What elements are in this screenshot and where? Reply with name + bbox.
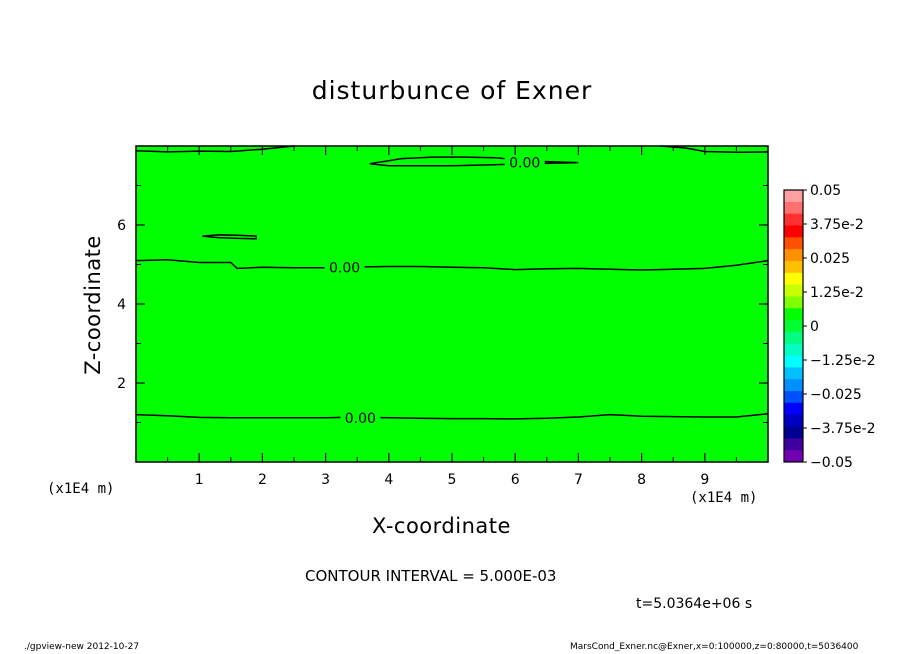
y-axis-label: Z-coordinate <box>81 235 105 375</box>
contour-label-bg <box>324 258 365 275</box>
colorbar-segment <box>784 379 803 392</box>
contour-line-4 <box>135 145 295 153</box>
colorbar-segment <box>784 201 803 215</box>
x-tick-label: 9 <box>700 472 709 488</box>
x-unit-label-right: (x1E4 m) <box>690 490 758 506</box>
colorbar-segment <box>784 438 803 451</box>
contour-label-bg <box>504 153 545 170</box>
chart-title: disturbunce of Exner <box>311 76 593 105</box>
colorbar-label: −0.025 <box>810 387 862 403</box>
contour-line-2 <box>202 234 257 240</box>
colorbar-segment <box>784 260 803 274</box>
x-tick-label: 8 <box>637 472 646 488</box>
x-tick-label: 7 <box>574 472 583 488</box>
x-tick-label: 3 <box>321 472 330 488</box>
x-tick-label: 4 <box>384 472 393 488</box>
colorbar-segment <box>784 237 803 250</box>
contour-line-3 <box>369 156 579 167</box>
contour-line-1 <box>135 259 769 271</box>
x-axis-label: X-coordinate <box>372 514 511 538</box>
colorbar-segment <box>784 402 803 416</box>
x-tick-label: 6 <box>511 472 520 488</box>
x-tick-label: 2 <box>258 472 267 488</box>
contour-interval-text: CONTOUR INTERVAL = 5.000E-03 <box>305 567 557 585</box>
colorbar-segment <box>784 320 803 333</box>
colorbar-segment <box>784 414 803 428</box>
colorbar-segment <box>784 367 803 380</box>
colorbar-segment <box>784 225 803 238</box>
contour-label: 0.00 <box>345 411 376 427</box>
colorbar-segment <box>784 213 803 226</box>
colorbar-label: −1.25e-2 <box>810 353 875 369</box>
colorbar-segment <box>784 296 803 309</box>
y-tick-label: 2 <box>117 376 126 392</box>
colorbar-segment <box>784 272 803 286</box>
contour-label: 0.00 <box>509 156 540 172</box>
colorbar-segment <box>784 450 803 463</box>
colorbar-label: 1.25e-2 <box>810 285 864 301</box>
x-tick-label: 5 <box>448 472 457 488</box>
colorbar-segment <box>784 343 803 357</box>
colorbar-segment <box>784 308 803 321</box>
y-tick-label: 4 <box>117 297 126 313</box>
contour-field <box>136 146 768 462</box>
colorbar-segment <box>784 284 803 297</box>
time-label: t=5.0364e+06 s <box>636 596 753 612</box>
footer-file-info: MarsCond_Exner.nc@Exner,x=0:100000,z=0:8… <box>570 642 859 652</box>
colorbar-label: −0.05 <box>810 455 853 471</box>
y-tick-label: 6 <box>117 218 126 234</box>
colorbar-segment <box>784 190 803 203</box>
x-unit-label-left: (x1E4 m) <box>47 481 115 497</box>
colorbar-segment <box>784 331 803 345</box>
colorbar-label: 0.025 <box>810 251 850 267</box>
colorbar-label: −3.75e-2 <box>810 421 875 437</box>
colorbar-label: 0.05 <box>810 183 841 199</box>
x-tick-label: 1 <box>195 472 204 488</box>
contour-label: 0.00 <box>329 260 360 276</box>
colorbar-segment <box>784 426 803 439</box>
colorbar-segment <box>784 249 803 262</box>
footer-program-info: ./gpview-new 2012-10-27 <box>24 642 140 652</box>
colorbar-segment <box>784 391 803 404</box>
colorbar-segment <box>784 355 803 368</box>
colorbar-label: 3.75e-2 <box>810 217 864 233</box>
contour-line-0 <box>135 413 769 420</box>
contour-label-bg <box>340 408 381 425</box>
colorbar-label: 0 <box>810 319 819 335</box>
